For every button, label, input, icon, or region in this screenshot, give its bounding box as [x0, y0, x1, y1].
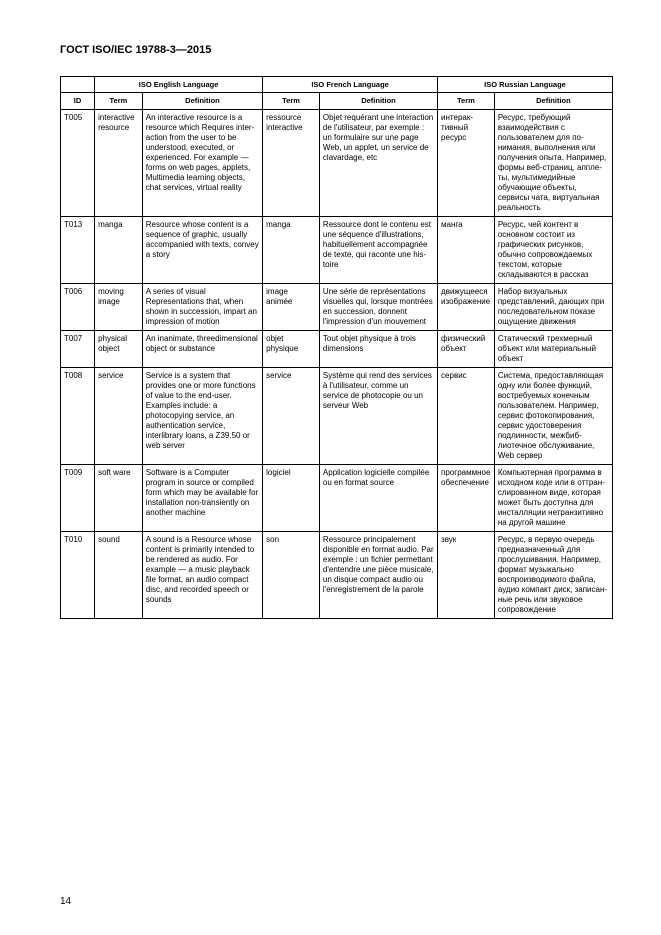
cell-def-en: Resource whose con­tent is a sequence of…: [142, 216, 262, 283]
header-group-en: ISO English Language: [95, 77, 263, 93]
cell-def-en: A sound is a Resource whose content is p…: [142, 531, 262, 618]
cell-term-en: service: [95, 367, 143, 464]
cell-id: T010: [61, 531, 95, 618]
cell-def-fr: Ressource dont le contenu est une sé­que…: [319, 216, 437, 283]
cell-term-fr: ressource interactive: [263, 109, 320, 216]
table-row: T007physi­cal ob­jectAn inanimate, three…: [61, 330, 613, 367]
cell-id: T013: [61, 216, 95, 283]
cell-term-ru: сервис: [438, 367, 495, 464]
cell-term-fr: image animée: [263, 283, 320, 330]
table-row: T008serviceService is a system that prov…: [61, 367, 613, 464]
cell-def-en: Software is a Computer program in source…: [142, 464, 262, 531]
cell-def-fr: Objet requérant une interaction de l'uti…: [319, 109, 437, 216]
cell-def-en: An inanimate, threed­imensional object o…: [142, 330, 262, 367]
cell-term-en: manga: [95, 216, 143, 283]
cell-def-en: Service is a system that provides one or…: [142, 367, 262, 464]
table-row: T009soft wareSoftware is a Computer prog…: [61, 464, 613, 531]
cell-def-fr: Ressource principa­lement disponible en …: [319, 531, 437, 618]
header-id: ID: [61, 93, 95, 109]
glossary-table: ISO English Language ISO French Language…: [60, 76, 613, 619]
cell-def-fr: Une série de repré­sentations visuelles …: [319, 283, 437, 330]
header-term-ru: Term: [438, 93, 495, 109]
cell-term-fr: manga: [263, 216, 320, 283]
header-def-fr: Definition: [319, 93, 437, 109]
cell-term-en: physi­cal ob­ject: [95, 330, 143, 367]
cell-id: T008: [61, 367, 95, 464]
table-head: ISO English Language ISO French Language…: [61, 77, 613, 110]
cell-term-fr: son: [263, 531, 320, 618]
cell-term-en: soft ware: [95, 464, 143, 531]
cell-id: T007: [61, 330, 95, 367]
table-group-row: ISO English Language ISO French Language…: [61, 77, 613, 93]
page-number: 14: [60, 896, 71, 907]
header-term-fr: Term: [263, 93, 320, 109]
cell-term-fr: objet physique: [263, 330, 320, 367]
header-group-fr: ISO French Language: [263, 77, 438, 93]
cell-def-fr: Système qui rend des services à l'utilis…: [319, 367, 437, 464]
table-col-row: ID Term Definition Term Definition Term …: [61, 93, 613, 109]
cell-def-fr: Tout objet physique à trois dimensions: [319, 330, 437, 367]
cell-def-ru: Ресурс, чей контент в основном состоит и…: [494, 216, 612, 283]
table-body: T005interac­tive re­sourceAn interactive…: [61, 109, 613, 618]
cell-def-ru: Компьютерная про­грамма в исходном коде …: [494, 464, 612, 531]
cell-term-en: moving image: [95, 283, 143, 330]
cell-term-fr: logiciel: [263, 464, 320, 531]
cell-def-en: A series of visual Representations that,…: [142, 283, 262, 330]
cell-term-fr: service: [263, 367, 320, 464]
header-def-en: Definition: [142, 93, 262, 109]
cell-def-fr: Application logicielle compilée ou en fo…: [319, 464, 437, 531]
header-blank: [61, 77, 95, 93]
table-row: T010soundA sound is a Resource whose con…: [61, 531, 613, 618]
cell-term-ru: физи­ческий объект: [438, 330, 495, 367]
cell-def-en: An interactive re­source is a resource w…: [142, 109, 262, 216]
cell-def-ru: Набор визуальных представлений, даю­щих …: [494, 283, 612, 330]
header-def-ru: Definition: [494, 93, 612, 109]
cell-term-en: interac­tive re­source: [95, 109, 143, 216]
cell-id: T005: [61, 109, 95, 216]
cell-id: T006: [61, 283, 95, 330]
cell-term-en: sound: [95, 531, 143, 618]
cell-term-ru: движуще­еся изо­бражение: [438, 283, 495, 330]
cell-term-ru: програм­мное обе­спечение: [438, 464, 495, 531]
cell-id: T009: [61, 464, 95, 531]
table-row: T013mangaResource whose con­tent is a se…: [61, 216, 613, 283]
cell-term-ru: манга: [438, 216, 495, 283]
cell-def-ru: Система, предостав­ляющая одну или более…: [494, 367, 612, 464]
header-group-ru: ISO Russian Language: [438, 77, 613, 93]
page: ГОСТ ISO/IEC 19788-3—2015 ISO English La…: [0, 0, 661, 935]
table-row: T006moving imageA series of visual Repre…: [61, 283, 613, 330]
header-term-en: Term: [95, 93, 143, 109]
cell-def-ru: Ресурс, в первую оче­редь предназначенны…: [494, 531, 612, 618]
document-header: ГОСТ ISO/IEC 19788-3—2015: [60, 44, 613, 56]
cell-def-ru: Статический трехмер­ный объект или мате­…: [494, 330, 612, 367]
cell-term-ru: интерак­тивный ресурс: [438, 109, 495, 216]
cell-def-ru: Ресурс, требующий взаимодействия с польз…: [494, 109, 612, 216]
table-row: T005interac­tive re­sourceAn interactive…: [61, 109, 613, 216]
cell-term-ru: звук: [438, 531, 495, 618]
